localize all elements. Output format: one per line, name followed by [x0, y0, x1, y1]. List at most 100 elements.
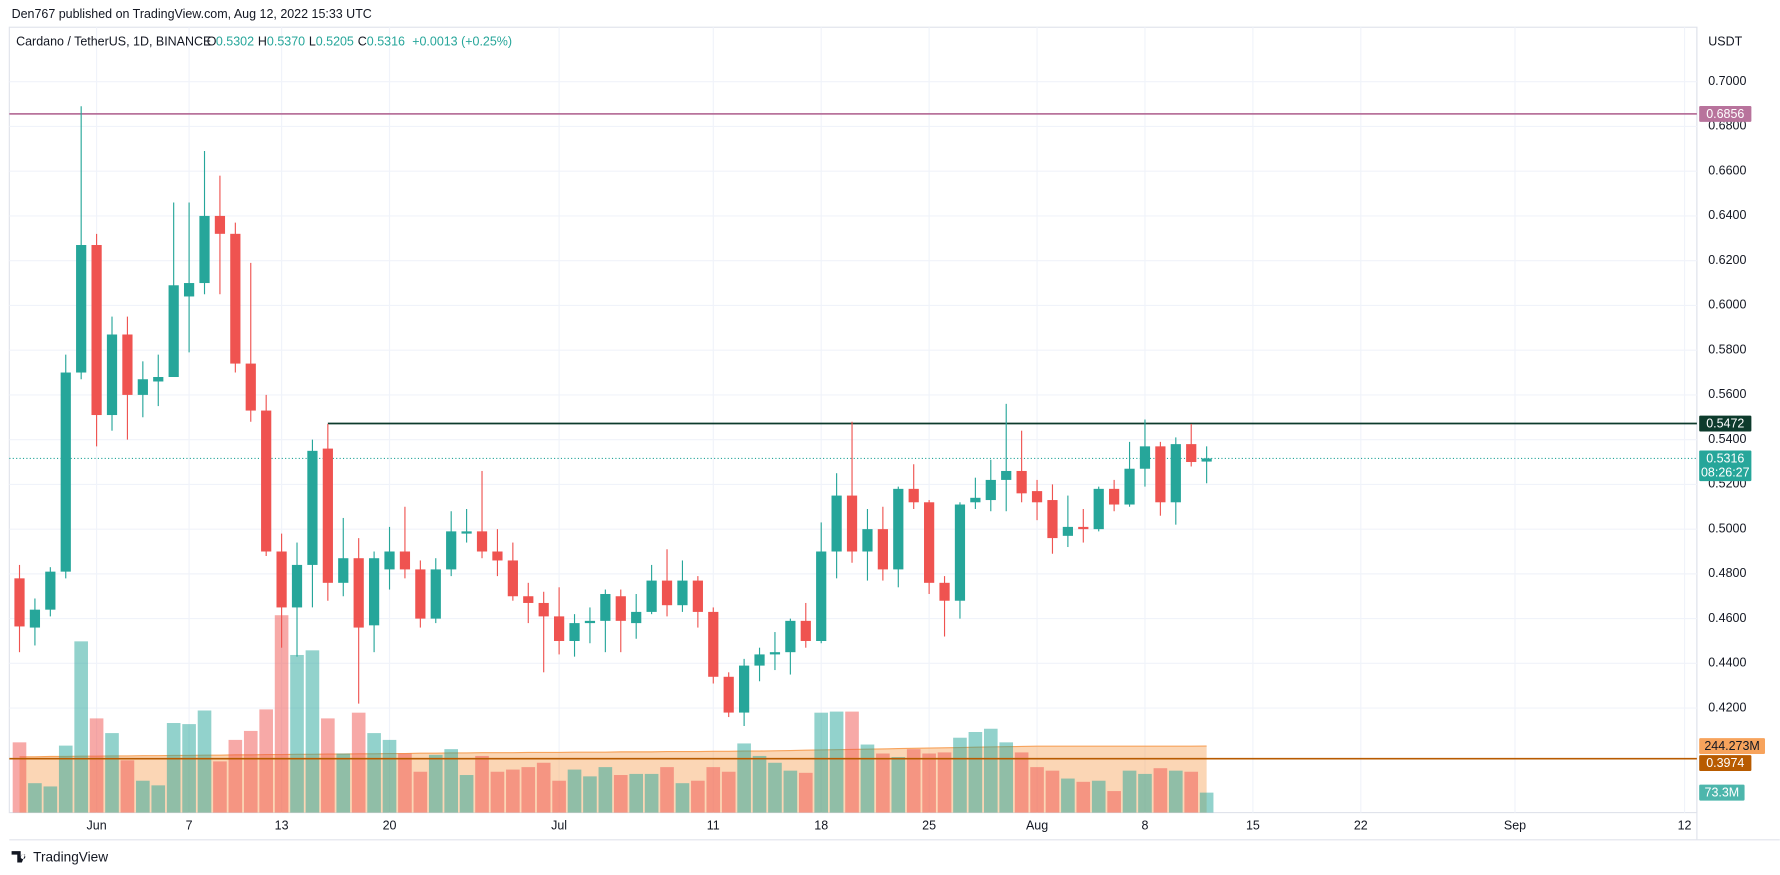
candle-body [261, 410, 272, 552]
volume-bar [1138, 773, 1152, 813]
candle-body [831, 495, 842, 552]
volume-bar [12, 742, 27, 813]
volume-bar [197, 710, 212, 813]
y-tick-label: 0.5600 [1708, 387, 1746, 401]
candle-body [723, 676, 734, 713]
candle-body [924, 502, 935, 583]
volume-bar [1030, 767, 1044, 813]
volume-label-bg [1699, 784, 1745, 801]
volume-bar [644, 773, 659, 813]
volume-bar [336, 753, 351, 813]
y-tick-label: 0.5000 [1708, 521, 1746, 535]
volume-bar [567, 769, 582, 813]
candle-body [430, 569, 441, 619]
level-label-bg [1699, 105, 1752, 122]
volume-bar [1122, 770, 1137, 813]
candle-body [461, 531, 472, 534]
volume-bar [891, 757, 906, 813]
candle-body [1001, 470, 1012, 480]
volume-bar [660, 767, 674, 813]
candle-body [76, 245, 87, 373]
volume-bar [953, 737, 967, 813]
last-price-bg [1699, 450, 1752, 482]
candle-body [14, 578, 25, 627]
volume-bar [583, 776, 597, 813]
candle-body [646, 580, 657, 612]
volume-bar [490, 771, 505, 813]
candle-body [631, 611, 642, 624]
symbol: Cardano / TetherUS, 1D, BINANCE [16, 34, 211, 48]
volume-bar [814, 712, 829, 813]
volume-bar [351, 712, 366, 813]
volume-bar [845, 711, 859, 813]
y-tick-label: 0.4200 [1708, 700, 1746, 714]
volume-ma-label: 244.273M [1704, 739, 1759, 753]
x-tick-label: 18 [814, 818, 828, 832]
volume-bar [151, 785, 166, 813]
candle-body [523, 596, 534, 603]
volume-bar [74, 641, 88, 813]
x-tick-label: 22 [1354, 818, 1368, 832]
candle-body [538, 602, 549, 617]
candle-body [584, 620, 596, 624]
candle-body [153, 377, 164, 382]
y-tick-label: 0.4600 [1708, 611, 1746, 625]
volume-bar [1014, 752, 1029, 813]
published-line: Den767 published on TradingView.com, Aug… [12, 7, 372, 21]
volume-bar [428, 754, 443, 813]
candle-body [661, 580, 673, 606]
volume-bar [1168, 770, 1183, 813]
volume-bar [274, 615, 289, 813]
candle-body [939, 582, 950, 601]
volume-bar [1061, 778, 1075, 813]
level-label: 0.3974 [1706, 756, 1744, 770]
volume-bar [398, 753, 412, 813]
ohlc-key: H [258, 34, 267, 48]
ohlc-value: 0.5205 [316, 34, 354, 48]
level-label-bg [1699, 415, 1752, 432]
candle-body [1062, 526, 1073, 536]
candle-body [1078, 526, 1089, 530]
ohlc-key: C [358, 34, 367, 48]
candle-body [908, 488, 919, 503]
level-label-bg [1699, 755, 1752, 772]
volume-bar [629, 773, 644, 813]
candle-body [554, 616, 565, 641]
volume-bar [136, 780, 150, 813]
y-tick-label: 0.4400 [1708, 656, 1746, 670]
candle-body [615, 596, 626, 621]
volume-bar [1107, 791, 1121, 813]
candle-body [1109, 488, 1120, 505]
candle-body [168, 285, 179, 378]
candle-body [322, 448, 333, 583]
volume-bar [228, 739, 243, 813]
candle-body [1186, 444, 1197, 463]
volume-bar [876, 753, 890, 813]
volume-bar [552, 780, 566, 813]
volume-bar [120, 760, 135, 813]
level-label: 0.6856 [1706, 107, 1744, 121]
candle-body [291, 564, 303, 608]
candle-body [877, 529, 888, 570]
ohlc-key: L [309, 34, 316, 48]
candle-body [368, 558, 380, 626]
candle-body [1124, 468, 1135, 505]
candle-body [600, 594, 611, 621]
x-tick-label: Sep [1504, 818, 1526, 832]
candle-body [91, 245, 102, 416]
level-label: 0.5472 [1706, 416, 1744, 430]
candle-body [785, 620, 796, 653]
volume-bar [367, 733, 381, 813]
volume-bar [536, 762, 551, 813]
x-tick-label: Jun [87, 818, 107, 832]
candle-body [60, 372, 71, 572]
y-tick-label: 0.5800 [1708, 342, 1746, 356]
volume-bar [721, 771, 736, 813]
candle-body [230, 233, 241, 364]
countdown-label: 08:26:27 [1701, 465, 1750, 479]
volume-bar [182, 724, 196, 813]
candle-body [276, 551, 287, 608]
candle-body [800, 620, 811, 641]
candle-body [106, 334, 118, 416]
